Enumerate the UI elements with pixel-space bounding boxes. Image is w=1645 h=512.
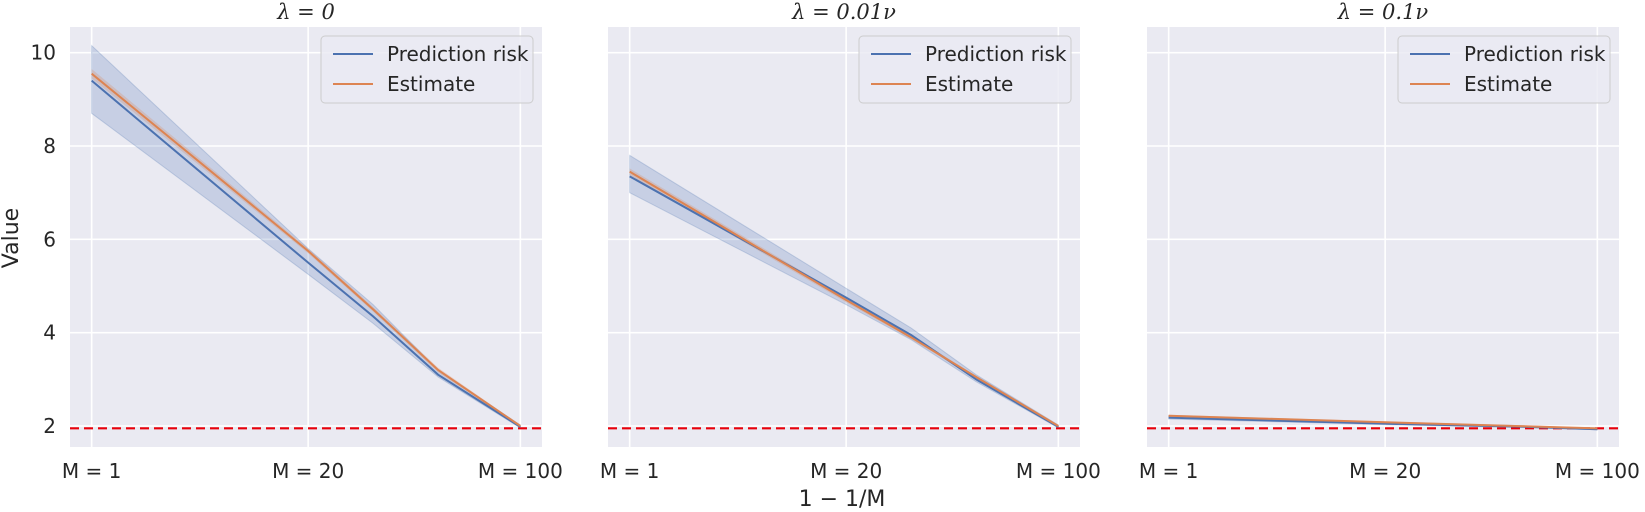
legend-box xyxy=(858,35,1072,104)
y-axis-label: Value xyxy=(0,208,24,268)
x-tick-label: M = 1 xyxy=(1139,459,1198,483)
series-line-prediction-risk xyxy=(91,79,521,428)
legend-label-prediction-risk: Prediction risk xyxy=(387,42,529,66)
y-tick-label: 8 xyxy=(43,134,56,158)
legend: Prediction risk Estimate xyxy=(1397,35,1611,104)
panel-title: λ = 0.01ν xyxy=(791,0,896,24)
series-line-estimate xyxy=(1168,414,1598,430)
legend-label-prediction-risk: Prediction risk xyxy=(1464,42,1606,66)
panel-title: λ = 0.1ν xyxy=(1337,0,1429,24)
legend-box xyxy=(1397,35,1611,104)
y-tick-label: 4 xyxy=(43,321,56,345)
y-tick-label: 10 xyxy=(31,41,56,65)
x-tick-label: M = 20 xyxy=(1349,459,1421,483)
x-tick-label: M = 100 xyxy=(478,459,563,483)
legend-label-estimate: Estimate xyxy=(387,72,475,96)
chart-panel-1: 2 4 6 8 10 M = 1 M = 20 M = 100 λ = 0 Prediction … xyxy=(31,0,563,483)
chart-panel-3: M = 1 M = 20 M = 100 λ = 0.1ν Prediction ris… xyxy=(1139,0,1640,483)
legend: Prediction risk Estimate xyxy=(858,35,1072,104)
x-tick-label: M = 100 xyxy=(1555,459,1640,483)
x-tick-label: M = 20 xyxy=(272,459,344,483)
x-axis-label: 1 − 1/M xyxy=(799,487,886,512)
series-line-estimate xyxy=(629,170,1059,427)
x-tick-label: M = 1 xyxy=(600,459,659,483)
legend-label-estimate: Estimate xyxy=(925,72,1013,96)
legend: Prediction risk Estimate xyxy=(320,35,534,104)
x-tick-label: M = 1 xyxy=(62,459,121,483)
series-line-estimate xyxy=(91,72,521,427)
legend-label-prediction-risk: Prediction risk xyxy=(925,42,1067,66)
legend-box xyxy=(320,35,534,104)
panel-title: λ = 0 xyxy=(276,0,335,24)
x-tick-label: M = 20 xyxy=(810,459,882,483)
chart-panels: 2 4 6 8 10 M = 1 M = 20 M = 100 λ = 0 Prediction … xyxy=(31,0,1640,483)
legend-label-estimate: Estimate xyxy=(1464,72,1552,96)
y-tick-label: 6 xyxy=(43,227,56,251)
chart-panel-2: M = 1 M = 20 M = 100 λ = 0.01ν Prediction ri… xyxy=(600,0,1101,483)
y-tick-label: 2 xyxy=(43,414,56,438)
x-tick-label: M = 100 xyxy=(1016,459,1101,483)
